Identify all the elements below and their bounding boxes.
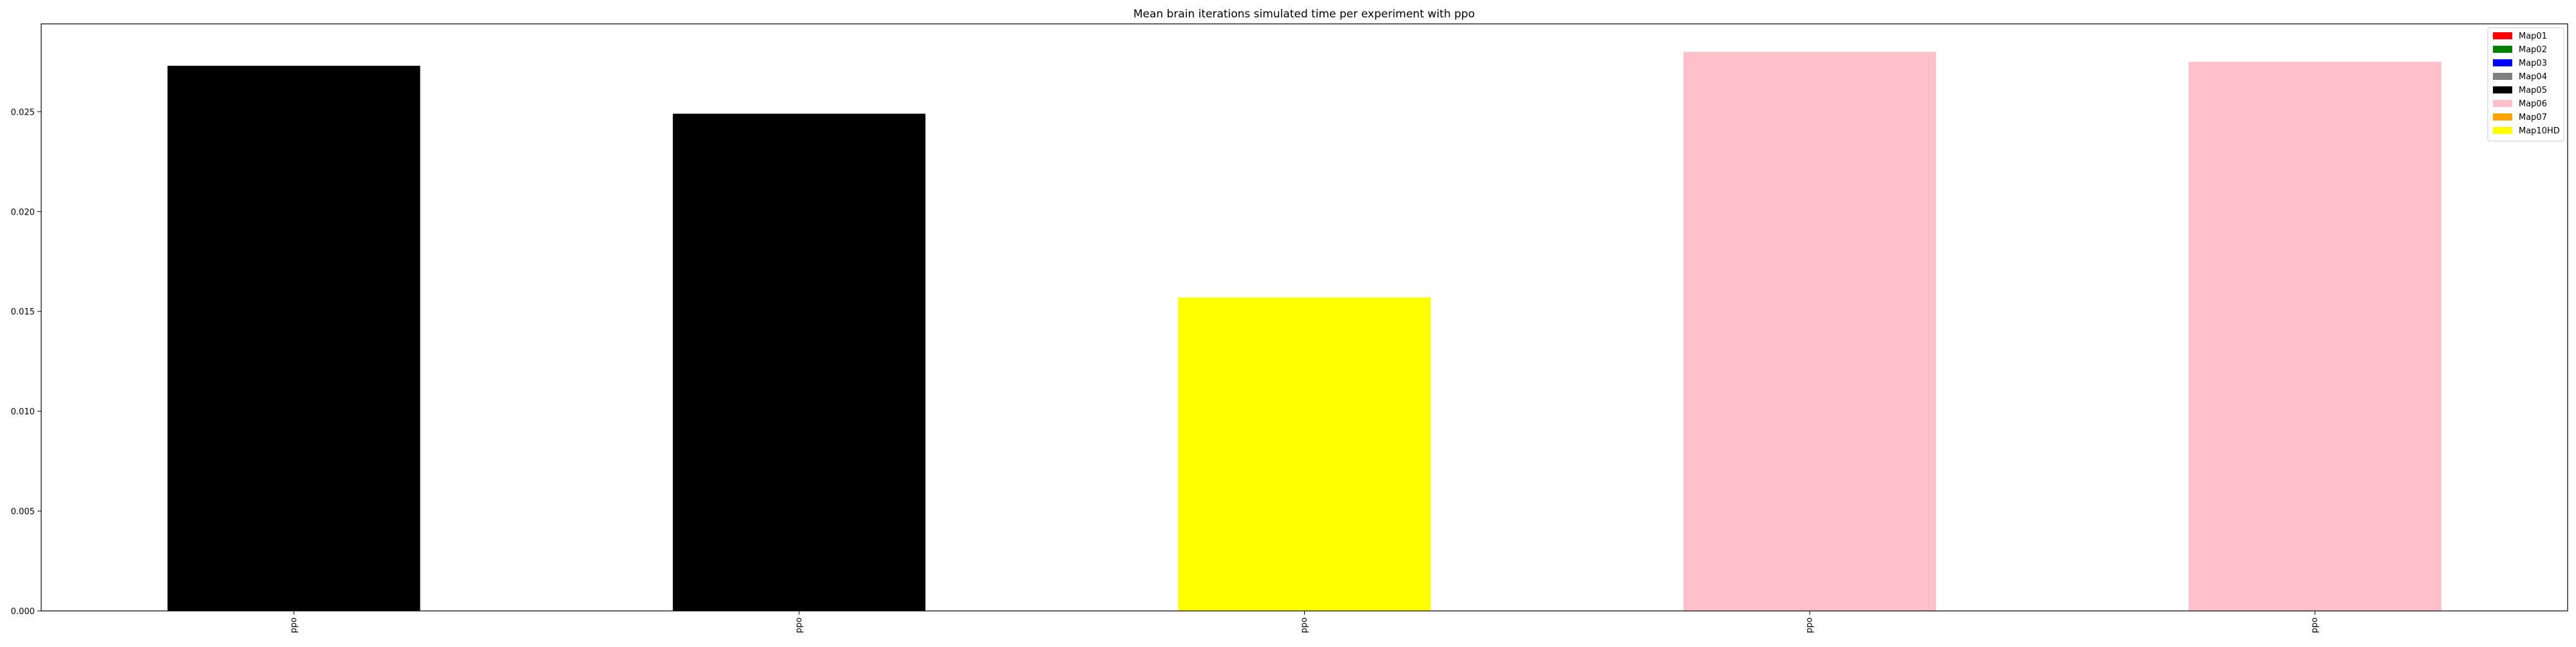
legend-label: Map10HD	[2519, 126, 2560, 136]
legend: Map01 Map02 Map03 Map04 Map05 Map06 Map07 Map10…	[2487, 27, 2564, 142]
x-tick-label: ppo	[289, 617, 299, 633]
x-tick-label: ppo	[1300, 617, 1309, 633]
y-tick-label: 0.015	[11, 307, 35, 317]
legend-box	[2487, 27, 2564, 142]
y-tick-label: 0.010	[11, 407, 35, 417]
bar-4	[1683, 52, 1937, 611]
legend-label: Map04	[2519, 72, 2547, 82]
chart-title: Mean brain iterations simulated time per…	[1133, 8, 1475, 21]
x-tick-label: ppo	[1805, 617, 1815, 633]
legend-swatch	[2493, 113, 2512, 121]
legend-label: Map06	[2519, 99, 2547, 109]
legend-swatch	[2493, 127, 2512, 134]
plot-frame	[41, 23, 2568, 612]
bars-layer	[167, 52, 2441, 612]
x-tick-label: ppo	[794, 617, 804, 633]
y-axis: 0.000 0.005 0.010 0.015 0.020 0.025	[11, 108, 41, 617]
legend-label: Map05	[2519, 86, 2547, 95]
bar-3	[1178, 297, 1431, 611]
x-tick-label: ppo	[2310, 617, 2320, 633]
legend-swatch	[2493, 73, 2512, 80]
legend-swatch	[2493, 86, 2512, 93]
y-tick-label: 0.025	[11, 108, 35, 117]
legend-label: Map02	[2519, 45, 2547, 55]
bar-5	[2188, 61, 2441, 612]
legend-swatch	[2493, 59, 2512, 66]
legend-label: Map01	[2519, 32, 2547, 41]
legend-label: Map03	[2519, 59, 2547, 68]
y-tick-label: 0.005	[11, 507, 35, 517]
y-tick-label: 0.020	[11, 208, 35, 217]
legend-swatch	[2493, 46, 2512, 53]
legend-swatch	[2493, 100, 2512, 107]
legend-swatch	[2493, 32, 2512, 39]
y-tick-label: 0.000	[11, 607, 35, 617]
legend-label: Map07	[2519, 113, 2547, 122]
bar-1	[167, 66, 421, 612]
bar-2	[672, 113, 926, 611]
x-axis: ppo ppo ppo ppo ppo	[289, 611, 2320, 633]
